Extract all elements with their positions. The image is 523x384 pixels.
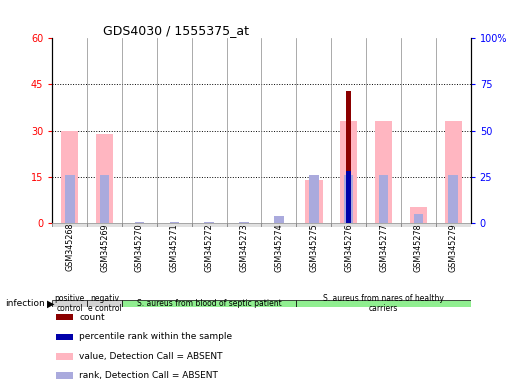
Bar (436, 223, 471, 227)
Text: value, Detection Call = ABSENT: value, Detection Call = ABSENT (79, 352, 223, 361)
Bar (239, 222, 249, 223)
Bar (56, 372, 73, 379)
Bar (52, 300, 87, 307)
Bar (134, 222, 144, 223)
Bar (52, 223, 87, 227)
Bar (100, 175, 109, 223)
Text: GSM345269: GSM345269 (100, 223, 109, 271)
Bar (331, 223, 366, 227)
Text: GDS4030 / 1555375_at: GDS4030 / 1555375_at (103, 24, 248, 37)
Bar (445, 121, 462, 223)
Bar (56, 314, 73, 320)
Bar (366, 223, 401, 227)
Text: S. aureus from blood of septic patient: S. aureus from blood of septic patient (137, 299, 281, 308)
Text: infection: infection (5, 299, 45, 308)
Bar (309, 175, 319, 223)
Bar (96, 134, 113, 223)
Bar (346, 91, 351, 223)
Bar (87, 223, 122, 227)
Text: GSM345276: GSM345276 (344, 223, 353, 271)
Text: GSM345270: GSM345270 (135, 223, 144, 271)
Bar (379, 175, 388, 223)
Bar (414, 214, 423, 223)
Bar (448, 175, 458, 223)
Bar (65, 175, 74, 223)
Bar (344, 175, 354, 223)
Bar (305, 180, 323, 223)
Bar (410, 207, 427, 223)
Bar (226, 223, 262, 227)
Bar (274, 216, 283, 223)
Text: GSM345275: GSM345275 (309, 223, 319, 271)
Bar (262, 223, 297, 227)
Text: S. aureus from nares of healthy
carriers: S. aureus from nares of healthy carriers (323, 294, 444, 313)
Bar (61, 131, 78, 223)
Bar (169, 222, 179, 223)
Bar (340, 121, 357, 223)
Text: GSM345271: GSM345271 (170, 223, 179, 271)
Text: GSM345274: GSM345274 (275, 223, 283, 271)
Text: rank, Detection Call = ABSENT: rank, Detection Call = ABSENT (79, 371, 219, 380)
Bar (346, 171, 351, 223)
Bar (56, 334, 73, 340)
Text: GSM345277: GSM345277 (379, 223, 388, 271)
Text: GSM345268: GSM345268 (65, 223, 74, 271)
Text: percentile rank within the sample: percentile rank within the sample (79, 332, 233, 341)
Text: GSM345278: GSM345278 (414, 223, 423, 271)
Bar (297, 300, 471, 307)
Bar (192, 223, 226, 227)
Text: GSM345272: GSM345272 (204, 223, 214, 271)
Text: negativ
e control: negativ e control (88, 294, 121, 313)
Text: GSM345273: GSM345273 (240, 223, 248, 271)
Text: count: count (79, 313, 105, 322)
Bar (122, 300, 297, 307)
Bar (297, 223, 331, 227)
Text: positive
control: positive control (54, 294, 85, 313)
Text: ▶: ▶ (47, 298, 54, 308)
Bar (157, 223, 192, 227)
Text: GSM345279: GSM345279 (449, 223, 458, 271)
Bar (204, 222, 214, 223)
Bar (87, 300, 122, 307)
Bar (56, 353, 73, 360)
Bar (375, 121, 392, 223)
Bar (122, 223, 157, 227)
Bar (401, 223, 436, 227)
